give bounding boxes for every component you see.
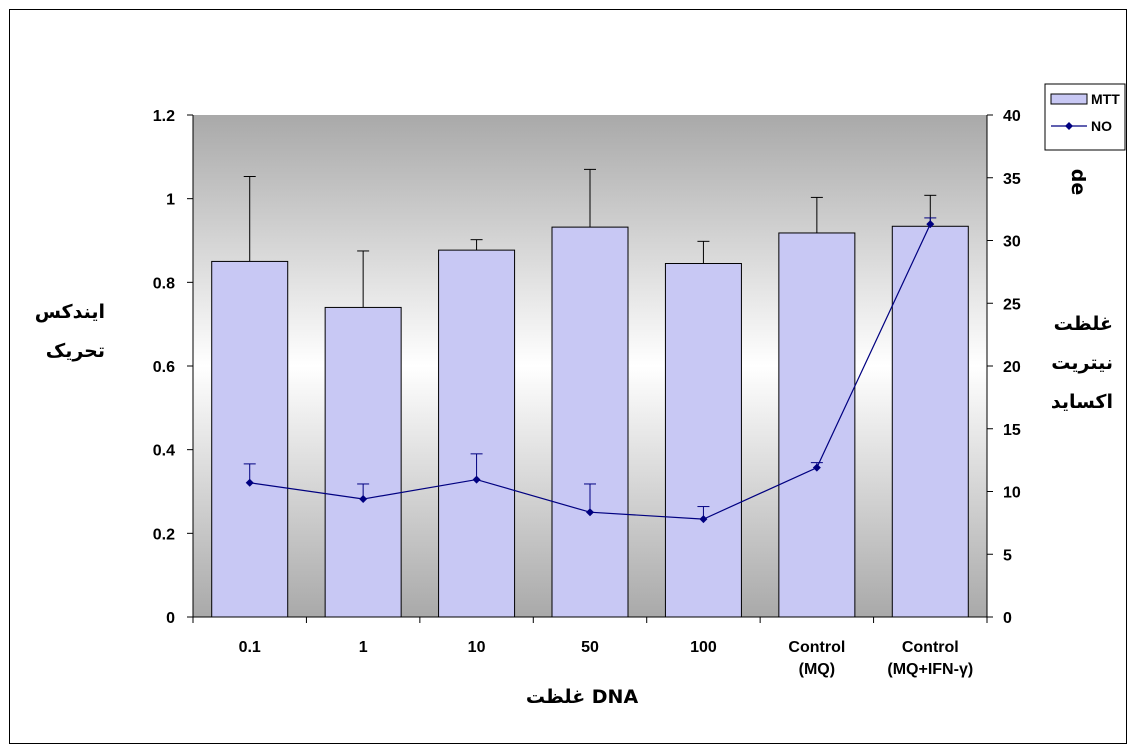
mtt-bar	[891, 225, 969, 618]
x-category-label: Control	[788, 639, 845, 656]
x-category-label: (MQ)	[799, 661, 835, 678]
y-right-tick-label: 40	[1003, 108, 1021, 125]
legend-no-label: NO	[1091, 118, 1112, 134]
y-right-label-line2: نیتریت	[1051, 352, 1113, 374]
y-left-tick-label: 1.2	[153, 108, 175, 125]
y-right-tick-label: 20	[1003, 359, 1021, 376]
x-category-label: 1	[359, 639, 368, 656]
y-right-label-line3: اکساید	[1051, 391, 1113, 413]
y-right-tick-label: 35	[1003, 171, 1021, 188]
chart-frame	[9, 9, 1127, 744]
mtt-bar	[324, 306, 402, 618]
y-left-tick-label: 0.2	[153, 526, 175, 543]
y-left-label-line2: تحریک	[46, 340, 105, 362]
no-point	[699, 515, 708, 524]
legend-mtt-swatch	[1050, 93, 1088, 105]
mtt-bar	[778, 232, 856, 618]
mtt-bar	[551, 226, 629, 618]
no-point	[812, 463, 821, 472]
no-point	[245, 478, 254, 487]
no-point	[472, 475, 481, 484]
mtt-bar	[438, 249, 516, 618]
legend-mtt-label: MTT	[1091, 91, 1120, 107]
x-category-label: 0.1	[239, 639, 261, 656]
mtt-bar	[664, 263, 742, 618]
y-left-tick-label: 0.4	[153, 443, 175, 460]
y-right-label-line1: غلظت	[1054, 313, 1113, 335]
y-right-tick-label: 15	[1003, 422, 1021, 439]
x-category-label: Control	[902, 639, 959, 656]
no-point	[359, 495, 368, 504]
x-category-label: (MQ+IFN-γ)	[887, 661, 973, 678]
x-category-label: 50	[581, 639, 599, 656]
x-category-label: 100	[690, 639, 717, 656]
y-left-tick-label: 0	[166, 610, 175, 627]
y-left-label-line1: ایندکس	[35, 301, 105, 323]
y-left-tick-label: 1	[166, 192, 175, 209]
mtt-bar	[211, 260, 289, 618]
y-right-top-label: de	[1067, 169, 1089, 196]
y-right-tick-label: 0	[1003, 610, 1012, 627]
legend-no-marker	[1065, 122, 1073, 130]
y-right-tick-label: 10	[1003, 485, 1021, 502]
y-right-tick-label: 30	[1003, 234, 1021, 251]
y-left-tick-label: 0.8	[153, 275, 175, 292]
x-axis-label: غلظت DNA	[526, 686, 639, 708]
no-point	[586, 508, 594, 517]
y-right-tick-label: 5	[1003, 547, 1012, 564]
y-left-tick-label: 0.6	[153, 359, 175, 376]
legend: MTT NO	[1044, 83, 1126, 151]
x-category-label: 10	[468, 639, 486, 656]
y-right-tick-label: 25	[1003, 296, 1021, 313]
no-point	[926, 220, 935, 229]
